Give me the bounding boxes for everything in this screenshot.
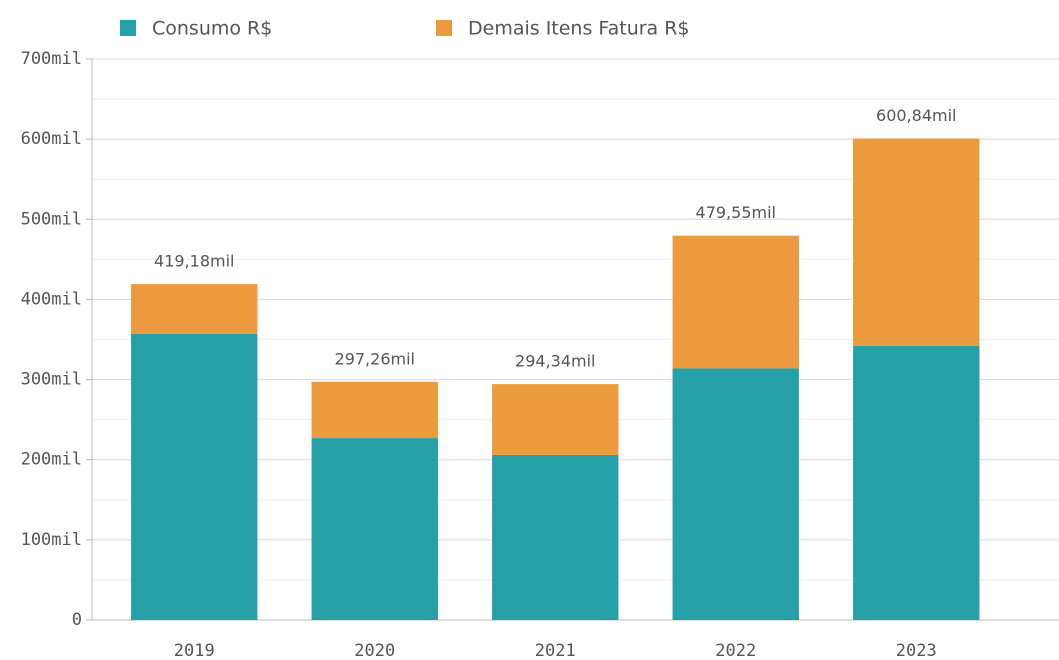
bar-segment <box>853 345 980 620</box>
bar-segment <box>672 368 799 620</box>
y-tick-label: 300mil <box>21 370 82 390</box>
bar-segment <box>131 333 258 620</box>
x-tick-label: 2023 <box>896 641 937 660</box>
total-label: 479,55mil <box>696 203 776 222</box>
total-label: 419,18mil <box>154 252 234 271</box>
y-tick-label: 500mil <box>21 209 82 229</box>
legend-label: Consumo R$ <box>152 18 272 40</box>
x-tick-label: 2019 <box>174 641 215 660</box>
x-tick-label: 2020 <box>354 641 395 660</box>
y-tick-label: 0 <box>72 610 82 630</box>
bar-segment <box>672 235 799 369</box>
total-label: 600,84mil <box>876 106 956 125</box>
y-tick-label: 600mil <box>21 129 82 149</box>
y-tick-label: 100mil <box>21 530 82 550</box>
y-tick-label: 400mil <box>21 289 82 309</box>
x-tick-label: 2022 <box>715 641 756 660</box>
total-label: 297,26mil <box>335 349 415 368</box>
y-tick-label: 200mil <box>21 450 82 470</box>
bar-segment <box>492 384 619 455</box>
legend-swatch <box>436 20 452 36</box>
bar-segment <box>311 381 438 439</box>
x-tick-label: 2021 <box>535 641 576 660</box>
bar-segment <box>492 454 619 620</box>
legend-label: Demais Itens Fatura R$ <box>468 18 690 40</box>
bar-segment <box>131 284 258 334</box>
legend-swatch <box>120 20 136 36</box>
bar-segment <box>853 138 980 346</box>
bar-segment <box>311 438 438 620</box>
y-tick-label: 700mil <box>21 49 82 69</box>
total-label: 294,34mil <box>515 352 595 371</box>
